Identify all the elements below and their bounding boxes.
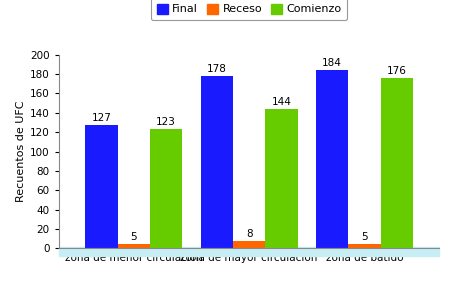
- Text: 5: 5: [361, 232, 368, 242]
- Text: 8: 8: [246, 229, 252, 239]
- Text: 5: 5: [130, 232, 137, 242]
- Bar: [150, 129, 182, 248]
- Bar: [118, 244, 150, 248]
- Text: 184: 184: [322, 58, 342, 68]
- Text: 144: 144: [271, 97, 291, 107]
- Bar: [316, 70, 348, 248]
- Text: 176: 176: [387, 66, 407, 76]
- Bar: [233, 241, 265, 248]
- Bar: [59, 247, 439, 256]
- Bar: [265, 109, 298, 248]
- Bar: [381, 78, 413, 248]
- Title: Sala B: Sala B: [222, 0, 276, 5]
- Text: 178: 178: [207, 64, 227, 74]
- Text: 127: 127: [92, 113, 111, 123]
- Text: 123: 123: [156, 117, 176, 127]
- Bar: [86, 125, 118, 248]
- Y-axis label: Recuentos de UFC: Recuentos de UFC: [16, 101, 26, 202]
- Bar: [201, 76, 233, 248]
- Legend: Final, Receso, Comienzo: Final, Receso, Comienzo: [151, 0, 347, 20]
- Bar: [348, 244, 381, 248]
